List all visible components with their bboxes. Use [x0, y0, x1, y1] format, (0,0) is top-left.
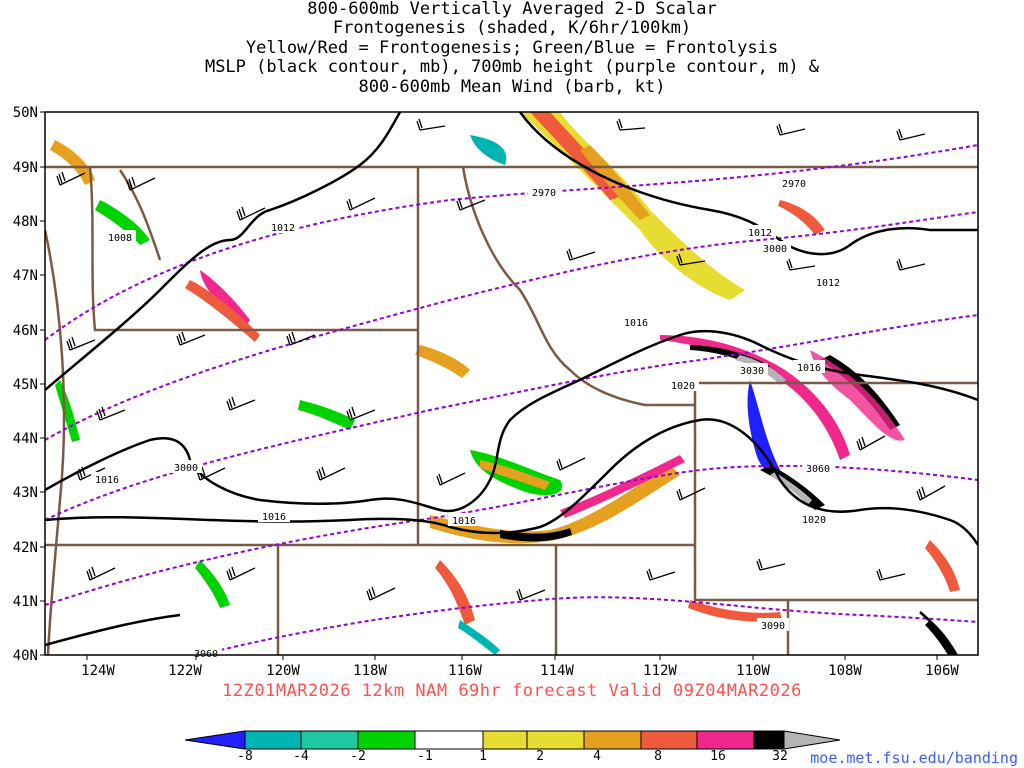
mslp-label: 1016 — [624, 318, 648, 329]
mslp-label: 1016 — [95, 475, 119, 486]
colorbar: -8 -4 -2 -1 1 2 4 8 16 32 — [184, 730, 841, 764]
lon-tick-label: 112W — [643, 663, 677, 679]
colorbar-label: -1 — [417, 749, 433, 764]
lon-tick-label: 110W — [736, 663, 770, 679]
colorbar-segment — [526, 730, 585, 750]
lat-tick-label: 50N — [13, 105, 38, 121]
title-line: Frontogenesis (shaded, K/6hr/100km) — [332, 18, 692, 39]
lat-tick-label: 49N — [13, 160, 38, 176]
colorbar-segment — [482, 730, 528, 750]
colorbar-segment — [244, 730, 302, 750]
title-line: MSLP (black contour, mb), 700mb height (… — [204, 57, 820, 78]
colorbar-segment — [783, 730, 841, 750]
mslp-label: 1016 — [262, 512, 286, 523]
title-line: Yellow/Red = Frontogenesis; Green/Blue =… — [245, 37, 779, 58]
mslp-label: 1012 — [271, 223, 295, 234]
colorbar-segment — [753, 730, 785, 750]
height-label: 3090 — [761, 621, 785, 632]
lat-tick-label: 42N — [13, 540, 38, 556]
colorbar-segment — [300, 730, 359, 750]
lon-axis: 124W 122W 120W 118W 116W 114W 112W 110W … — [81, 655, 959, 679]
mslp-label: 1012 — [748, 228, 772, 239]
contour-labels: 1008 1012 1012 1012 1016 1016 1016 1016 … — [91, 176, 844, 660]
colorbar-label: 1 — [479, 749, 487, 764]
lon-tick-label: 116W — [448, 663, 482, 679]
lat-tick-label: 41N — [13, 594, 38, 610]
lon-tick-label: 118W — [353, 663, 387, 679]
height-label: 2970 — [782, 179, 806, 190]
lon-tick-label: 108W — [828, 663, 862, 679]
lat-tick-label: 44N — [13, 431, 38, 447]
colorbar-label: -8 — [237, 749, 253, 764]
mslp-label: 1016 — [797, 363, 821, 374]
lon-tick-label: 106W — [925, 663, 959, 679]
mslp-label: 1020 — [802, 515, 826, 526]
lat-tick-label: 43N — [13, 485, 38, 501]
colorbar-label: 4 — [593, 749, 601, 764]
lat-tick-label: 45N — [13, 377, 38, 393]
colorbar-segment — [184, 730, 246, 750]
lat-tick-label: 40N — [13, 648, 38, 664]
colorbar-label: 2 — [536, 749, 544, 764]
lat-axis: 50N 49N 48N 47N 46N 45N 44N 43N 42N 41N … — [13, 105, 45, 664]
colorbar-label: 8 — [654, 749, 662, 764]
map-title: 800-600mb Vertically Averaged 2-D Scalar… — [0, 0, 1024, 97]
lon-tick-label: 122W — [168, 663, 202, 679]
colorbar-segment — [357, 730, 416, 750]
lon-tick-label: 120W — [266, 663, 300, 679]
mslp-label: 1008 — [108, 233, 132, 244]
height-label: 3000 — [174, 463, 198, 474]
source-url: moe.met.fsu.edu/banding — [810, 749, 1018, 767]
colorbar-label: -4 — [293, 749, 309, 764]
height-label: 2970 — [532, 188, 556, 199]
title-line: 800-600mb Vertically Averaged 2-D Scalar — [307, 0, 717, 19]
title-line: 800-600mb Mean Wind (barb, kt) — [358, 76, 666, 97]
height-label: 3060 — [806, 464, 830, 475]
colorbar-segment — [640, 730, 698, 750]
colorbar-label: 16 — [710, 749, 726, 764]
colorbar-label: -2 — [350, 749, 366, 764]
lon-tick-label: 114W — [540, 663, 574, 679]
lat-tick-label: 48N — [13, 214, 38, 230]
forecast-valid-time: 12Z01MAR2026 12km NAM 69hr forecast Vali… — [222, 681, 802, 701]
mslp-label: 1020 — [671, 381, 695, 392]
lat-tick-label: 46N — [13, 323, 38, 339]
height-label: 3000 — [763, 244, 787, 255]
lat-tick-label: 47N — [13, 268, 38, 284]
colorbar-label: 32 — [772, 749, 788, 764]
geographic-boundaries — [45, 165, 978, 655]
colorbar-segment — [696, 730, 755, 750]
mslp-label: 1012 — [816, 278, 840, 289]
mslp-label: 1016 — [452, 516, 476, 527]
height-label: 3030 — [740, 366, 764, 377]
lon-tick-label: 124W — [81, 663, 115, 679]
colorbar-segment — [583, 730, 642, 750]
